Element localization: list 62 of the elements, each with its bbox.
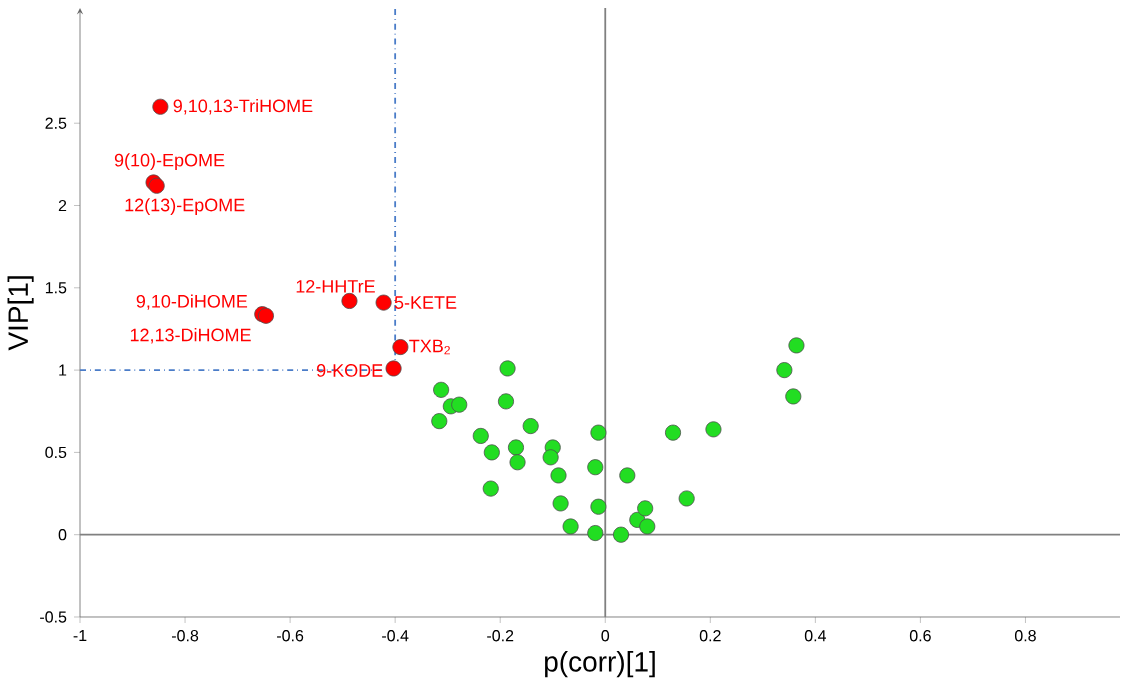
y-tick-label: 2.5 bbox=[45, 117, 67, 129]
point bbox=[392, 339, 409, 356]
x-tick-label: -1 bbox=[73, 630, 87, 642]
x-tick-label: -0.4 bbox=[382, 630, 409, 642]
point bbox=[678, 490, 695, 507]
point bbox=[587, 459, 604, 476]
point bbox=[550, 467, 567, 484]
point bbox=[562, 518, 579, 535]
annotation: 9,10,13-TriHOME bbox=[173, 99, 313, 115]
annotation: 9-KODE bbox=[317, 364, 383, 377]
point bbox=[497, 393, 514, 410]
x-axis-title: p(corr)[1] bbox=[545, 651, 655, 678]
annotation: 12(13)-EpOME bbox=[125, 198, 245, 215]
point bbox=[705, 421, 722, 438]
point bbox=[499, 360, 516, 377]
x-tick-label: -0.6 bbox=[277, 630, 304, 642]
point bbox=[637, 500, 654, 517]
point bbox=[522, 418, 539, 435]
annotation: 5-KETE bbox=[394, 296, 457, 309]
point bbox=[776, 362, 793, 379]
x-tick-label: -0.2 bbox=[487, 630, 514, 642]
point bbox=[385, 360, 402, 377]
point bbox=[483, 444, 500, 461]
annotation: 12-HHTrE bbox=[296, 279, 375, 293]
y-tick-label: 0.5 bbox=[45, 446, 67, 459]
point bbox=[587, 525, 604, 542]
point bbox=[152, 98, 169, 115]
point bbox=[590, 498, 607, 515]
x-tick-label: 0 bbox=[601, 630, 610, 642]
point bbox=[613, 526, 630, 543]
y-tick-label: 0 bbox=[58, 529, 67, 541]
point bbox=[542, 449, 559, 466]
point bbox=[590, 424, 607, 441]
annotation: 9,10-DiHOME bbox=[136, 294, 248, 310]
x-tick-label: 0.6 bbox=[909, 630, 931, 642]
point bbox=[433, 381, 450, 398]
point bbox=[472, 427, 489, 444]
y-tick-label: 1 bbox=[59, 364, 67, 376]
point bbox=[509, 454, 526, 471]
point bbox=[619, 467, 636, 484]
y-tick-label: 2 bbox=[58, 199, 67, 212]
annotation: 12,13-DiHOME bbox=[130, 328, 251, 344]
point bbox=[507, 439, 524, 456]
x-tick-label: 0.4 bbox=[804, 630, 827, 642]
x-tick-label: 0.2 bbox=[699, 630, 721, 642]
point bbox=[788, 337, 805, 354]
point bbox=[639, 518, 656, 535]
annotation: 9(10)-EpOME bbox=[114, 153, 225, 171]
point bbox=[552, 495, 569, 512]
point bbox=[375, 294, 392, 311]
y-tick-label: -0.5 bbox=[40, 611, 67, 623]
x-tick-label: -0.8 bbox=[171, 630, 199, 642]
point bbox=[341, 292, 358, 309]
point bbox=[451, 396, 468, 413]
y-tick-label: 1.5 bbox=[45, 282, 67, 294]
annotation: TXB$_{2}$ bbox=[409, 339, 450, 355]
point bbox=[785, 388, 802, 405]
y-axis-title: VIP[1] bbox=[7, 276, 34, 351]
x-tick-label: 0.8 bbox=[1014, 630, 1036, 642]
point bbox=[665, 424, 682, 441]
point bbox=[482, 480, 499, 497]
point bbox=[431, 413, 448, 430]
